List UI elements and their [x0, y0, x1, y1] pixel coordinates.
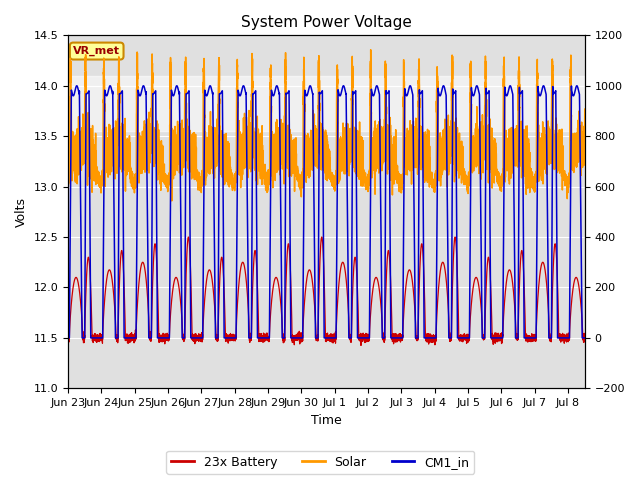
23x Battery [357, 343, 365, 348]
CM1_in [282, 115, 290, 121]
CM1_in [64, 335, 72, 341]
Solar [64, 179, 72, 184]
Solar [367, 47, 374, 53]
CM1_in [465, 335, 472, 341]
Solar [465, 177, 472, 182]
23x Battery [465, 335, 472, 340]
Solar [515, 83, 522, 88]
CM1_in [273, 83, 280, 89]
Y-axis label: Volts: Volts [15, 197, 28, 227]
Solar [243, 145, 250, 151]
Text: VR_met: VR_met [73, 46, 120, 56]
23x Battery [250, 271, 257, 276]
Solar [273, 169, 281, 175]
Line: 23x Battery: 23x Battery [68, 237, 585, 346]
CM1_in [540, 83, 547, 89]
23x Battery [515, 330, 522, 336]
Solar [250, 117, 257, 122]
X-axis label: Time: Time [311, 414, 342, 427]
23x Battery [273, 275, 281, 281]
CM1_in [243, 133, 250, 139]
CM1_in [581, 335, 589, 341]
Bar [68, 76, 585, 131]
Solar [168, 198, 175, 204]
Title: System Power Voltage: System Power Voltage [241, 15, 412, 30]
Solar [581, 106, 589, 112]
Legend: 23x Battery, Solar, CM1_in: 23x Battery, Solar, CM1_in [166, 451, 474, 474]
23x Battery [184, 234, 192, 240]
Line: Solar: Solar [68, 50, 585, 201]
23x Battery [282, 281, 290, 287]
23x Battery [243, 282, 250, 288]
Solar [282, 80, 290, 86]
CM1_in [514, 335, 522, 341]
23x Battery [64, 336, 72, 341]
23x Battery [581, 336, 589, 342]
Line: CM1_in: CM1_in [68, 86, 585, 338]
CM1_in [249, 91, 257, 96]
